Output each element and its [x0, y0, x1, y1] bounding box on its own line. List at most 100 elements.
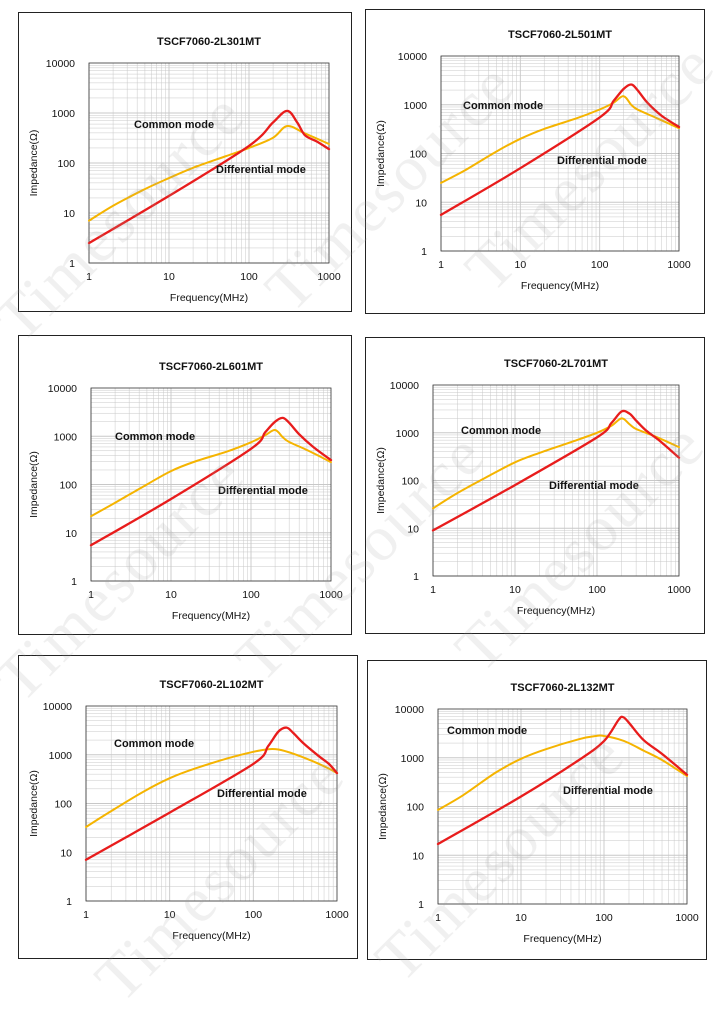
- x-tick-label: 1: [435, 912, 441, 924]
- differential-mode-line: [89, 416, 333, 547]
- chart-panel-3: TSCF7060-2L601MT 1 10 100 1000 10000 1 10 100 100…: [18, 335, 352, 635]
- differential-mode-label: Differential mode: [563, 785, 653, 797]
- y-tick-label: 1: [418, 899, 424, 911]
- x-tick-label: 10: [164, 909, 176, 921]
- x-axis-label: Frequency(MHz): [170, 292, 248, 304]
- chart-svg: TSCF7060-2L501MT 1 10 100 1000 10000 1 10 100 100…: [375, 29, 691, 292]
- y-axis-label: Impedance(Ω): [28, 130, 40, 197]
- y-tick-label: 10: [415, 197, 427, 209]
- y-axis-label: Impedance(Ω): [375, 120, 387, 187]
- x-tick-label: 100: [588, 584, 606, 596]
- chart-svg: TSCF7060-2L601MT 1 10 100 1000 10000 1 10 100 100…: [28, 361, 343, 622]
- common-mode-label: Common mode: [115, 431, 195, 443]
- y-tick-label: 100: [59, 480, 77, 492]
- x-tick-label: 100: [240, 271, 258, 283]
- y-tick-label: 10000: [43, 701, 72, 713]
- x-tick-label: 1: [438, 259, 444, 271]
- y-tick-label: 1: [71, 576, 77, 588]
- x-tick-label: 10: [514, 259, 526, 271]
- chart-panel-6: TSCF7060-2L132MT 1 10 100 1000 10000 1 10 100 100…: [367, 660, 707, 960]
- differential-mode-label: Differential mode: [549, 480, 639, 492]
- common-mode-line: [88, 124, 330, 222]
- x-tick-label: 1000: [667, 259, 691, 271]
- common-mode-line: [437, 734, 688, 811]
- x-axis-label: Frequency(MHz): [521, 280, 599, 292]
- y-axis-label: Impedance(Ω): [28, 451, 40, 518]
- common-mode-label: Common mode: [463, 100, 543, 112]
- chart-title: TSCF7060-2L501MT: [508, 29, 612, 41]
- differential-mode-line: [436, 715, 689, 846]
- common-mode-label: Common mode: [114, 738, 194, 750]
- chart-panel-1: TSCF7060-2L301MT 1 10 100 1000 10000 1 10 100 100…: [18, 12, 352, 312]
- chart-title: TSCF7060-2L132MT: [511, 682, 615, 694]
- x-axis-label: Frequency(MHz): [523, 933, 601, 945]
- y-tick-label: 1000: [404, 100, 428, 112]
- y-tick-label: 1000: [396, 428, 420, 440]
- y-axis-label: Impedance(Ω): [28, 770, 40, 837]
- differential-mode-label: Differential mode: [217, 788, 307, 800]
- common-mode-label: Common mode: [447, 725, 527, 737]
- chart-svg: TSCF7060-2L701MT 1 10 100 1000 10000 1 10 100 100…: [375, 358, 691, 617]
- x-tick-label: 1000: [319, 589, 343, 601]
- chart-title: TSCF7060-2L102MT: [160, 679, 264, 691]
- x-tick-label: 1000: [325, 909, 349, 921]
- x-tick-label: 100: [595, 912, 613, 924]
- differential-mode-label: Differential mode: [216, 164, 306, 176]
- x-tick-label: 100: [245, 909, 263, 921]
- plot-frame: [440, 55, 680, 252]
- x-tick-label: 100: [242, 589, 260, 601]
- chart-title: TSCF7060-2L301MT: [157, 36, 261, 48]
- common-mode-line: [85, 747, 338, 828]
- plot-frame: [432, 384, 680, 577]
- chart-svg: TSCF7060-2L102MT 1 10 100 1000 10000 1 10 100 100…: [28, 679, 349, 942]
- x-tick-label: 1000: [675, 912, 699, 924]
- y-tick-label: 100: [57, 158, 75, 170]
- y-tick-label: 10000: [395, 704, 424, 716]
- y-tick-label: 10000: [390, 380, 419, 392]
- common-mode-line: [432, 417, 680, 510]
- y-tick-label: 1: [66, 896, 72, 908]
- y-tick-label: 100: [54, 799, 72, 811]
- chart-title: TSCF7060-2L701MT: [504, 358, 608, 370]
- x-axis-label: Frequency(MHz): [172, 930, 250, 942]
- differential-mode-label: Differential mode: [218, 485, 308, 497]
- x-axis-label: Frequency(MHz): [517, 605, 595, 617]
- x-tick-label: 100: [591, 259, 609, 271]
- common-mode-label: Common mode: [461, 425, 541, 437]
- x-tick-label: 1000: [667, 584, 691, 596]
- y-tick-label: 10: [65, 528, 77, 540]
- x-axis-label: Frequency(MHz): [172, 610, 250, 622]
- common-mode-label: Common mode: [134, 119, 214, 131]
- differential-mode-line: [439, 83, 681, 217]
- differential-mode-line: [84, 726, 339, 861]
- differential-mode-label: Differential mode: [557, 155, 647, 167]
- y-tick-label: 1000: [49, 750, 73, 762]
- common-mode-line: [90, 428, 332, 518]
- y-tick-label: 10000: [46, 58, 75, 70]
- y-tick-label: 1000: [54, 431, 78, 443]
- x-tick-label: 1: [88, 589, 94, 601]
- plot-frame: [437, 708, 688, 905]
- y-tick-label: 1000: [401, 753, 425, 765]
- y-tick-label: 10000: [398, 51, 427, 63]
- y-tick-label: 1: [69, 258, 75, 270]
- x-tick-label: 1000: [317, 271, 341, 283]
- y-axis-label: Impedance(Ω): [375, 447, 387, 514]
- y-tick-label: 10: [60, 847, 72, 859]
- x-tick-label: 10: [165, 589, 177, 601]
- chart-panel-5: TSCF7060-2L102MT 1 10 100 1000 10000 1 10 100 100…: [18, 655, 358, 959]
- plot-frame: [90, 387, 332, 582]
- x-tick-label: 1: [430, 584, 436, 596]
- x-tick-label: 10: [163, 271, 175, 283]
- x-tick-label: 10: [509, 584, 521, 596]
- chart-panel-2: TSCF7060-2L501MT 1 10 100 1000 10000 1 10 100 100…: [365, 9, 705, 314]
- chart-svg: TSCF7060-2L301MT 1 10 100 1000 10000 1 10 100 100…: [28, 36, 341, 304]
- y-tick-label: 1000: [52, 108, 76, 120]
- x-tick-label: 1: [86, 271, 92, 283]
- x-tick-label: 10: [515, 912, 527, 924]
- y-tick-label: 10: [412, 850, 424, 862]
- differential-mode-line: [87, 109, 331, 245]
- y-tick-label: 100: [409, 149, 427, 161]
- x-tick-label: 1: [83, 909, 89, 921]
- y-tick-label: 10000: [48, 383, 77, 395]
